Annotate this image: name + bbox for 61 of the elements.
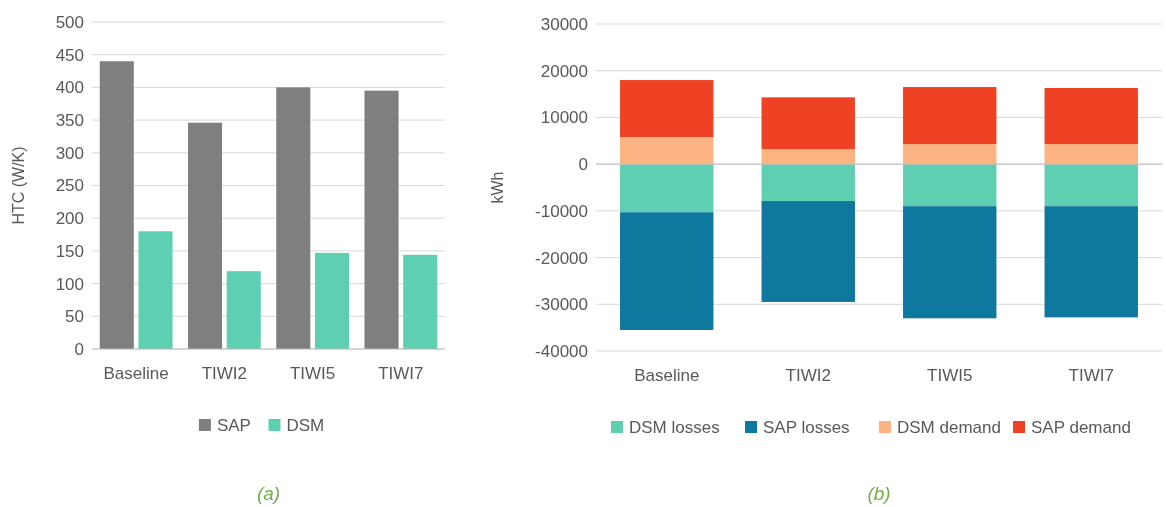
x-tick-label: Baseline (103, 364, 169, 383)
bar (364, 90, 399, 349)
bar (903, 144, 997, 165)
legend-label: DSM losses (629, 417, 720, 437)
bar (314, 252, 350, 349)
bar (761, 97, 855, 150)
bar (226, 271, 261, 349)
x-tick-label: TIWI2 (785, 366, 831, 385)
y-tick-label: -40000 (535, 341, 588, 361)
y-tick-label: 10000 (540, 108, 588, 128)
bar (187, 122, 223, 349)
bar (903, 164, 997, 207)
x-tick-label: TIWI5 (289, 364, 336, 383)
y-tick-label: 200 (55, 209, 84, 229)
text: (b) (867, 483, 891, 504)
y-tick-label: 0 (74, 339, 84, 359)
text: (a) (256, 483, 281, 504)
legend-label: SAP demand (1031, 417, 1131, 437)
bar (620, 212, 714, 330)
y-tick-label: 20000 (540, 61, 588, 81)
y-tick-label: -30000 (535, 295, 588, 315)
y-tick-label: 400 (55, 78, 84, 98)
y-tick-label: 50 (65, 307, 84, 327)
bar (99, 61, 134, 349)
y-tick-label: 150 (55, 241, 84, 261)
legend-label: SAP (216, 415, 251, 435)
bar (761, 201, 855, 302)
y-tick-label: 250 (55, 176, 84, 196)
bar (620, 164, 714, 213)
x-tick-label: Baseline (634, 366, 700, 385)
y-tick-label: -10000 (535, 201, 588, 221)
bar (620, 80, 714, 138)
y-tick-label: 100 (55, 274, 84, 294)
x-tick-label: TIWI2 (201, 364, 248, 383)
y-axis-title: kWh (489, 171, 506, 204)
bar (1044, 206, 1138, 318)
bar (403, 254, 438, 349)
legend-label: DSM demand (897, 417, 1001, 437)
legend-label: SAP losses (763, 417, 850, 437)
x-tick-label: TIWI7 (378, 364, 424, 383)
y-tick-label: 300 (55, 143, 84, 163)
y-tick-label: -20000 (535, 248, 588, 268)
y-tick-label: 350 (55, 111, 84, 131)
bar (1044, 88, 1138, 145)
bar (903, 87, 997, 145)
bar (276, 87, 311, 349)
bar (138, 231, 173, 349)
bar (1044, 144, 1138, 165)
bar (761, 149, 855, 165)
legend-label: DSM (286, 415, 325, 435)
y-tick-label: 450 (55, 45, 84, 65)
y-tick-label: 500 (55, 12, 84, 32)
x-tick-label: TIWI5 (927, 366, 973, 385)
y-tick-label: 30000 (540, 14, 588, 34)
y-axis-title: HTC (W/K) (10, 146, 27, 225)
bar (903, 206, 997, 319)
y-tick-label: 0 (578, 155, 588, 175)
bar (761, 164, 855, 202)
bar (620, 137, 714, 165)
bar (1044, 164, 1138, 207)
x-tick-label: TIWI7 (1068, 366, 1114, 385)
